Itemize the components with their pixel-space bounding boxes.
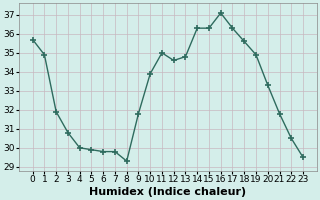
X-axis label: Humidex (Indice chaleur): Humidex (Indice chaleur) — [89, 187, 246, 197]
